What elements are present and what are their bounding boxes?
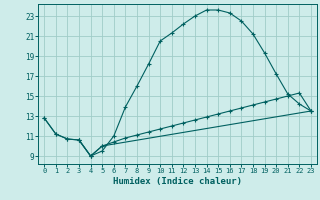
X-axis label: Humidex (Indice chaleur): Humidex (Indice chaleur) [113, 177, 242, 186]
